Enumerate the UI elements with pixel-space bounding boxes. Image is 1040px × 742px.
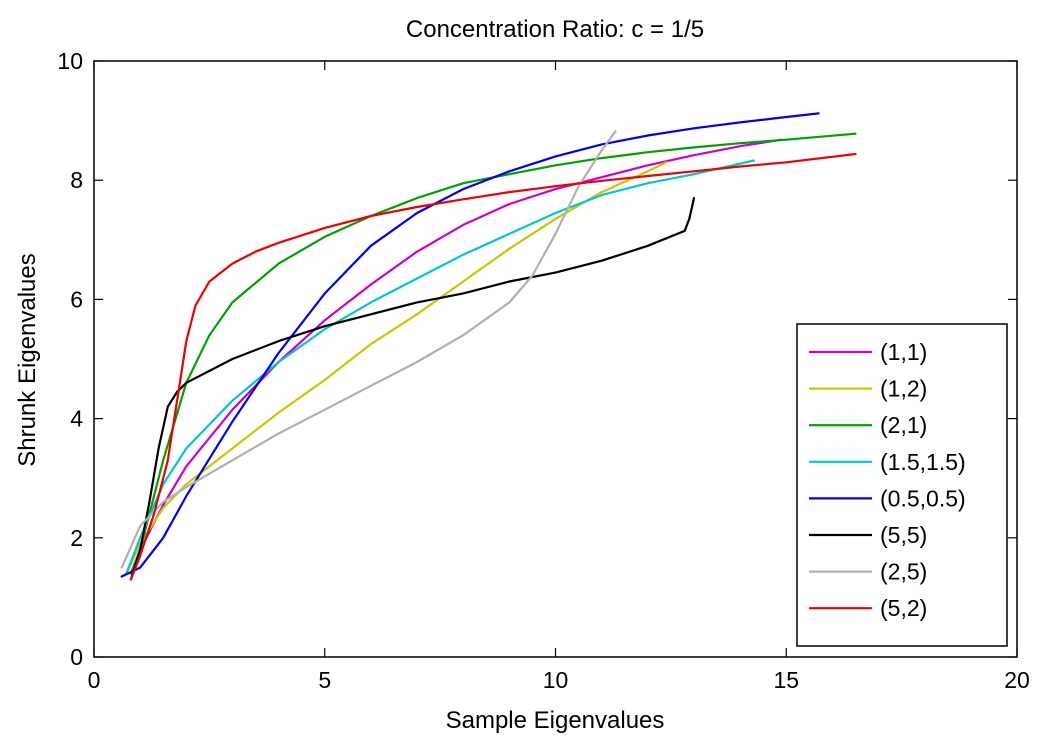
legend-label: (0.5,0.5) (880, 485, 966, 511)
legend-box (796, 323, 1008, 647)
series-line-6 (129, 197, 696, 581)
legend-label: (1,2) (880, 376, 927, 402)
x-tick-label: 5 (318, 667, 331, 693)
y-tick-label: 10 (57, 48, 83, 74)
series-line-1 (129, 138, 783, 575)
legend-label: (1.5,1.5) (880, 449, 966, 475)
y-tick-label: 8 (70, 167, 83, 193)
axes: 0 5 10 15 20 0 2 4 6 8 10 (57, 48, 1029, 693)
legend-label: (2,5) (880, 559, 927, 585)
series-line-4 (125, 159, 755, 575)
x-tick-label: 0 (88, 667, 101, 693)
series-line-5 (120, 112, 820, 578)
x-tick-label: 10 (543, 667, 569, 693)
legend-label: (1,1) (880, 339, 927, 365)
y-tick-label: 6 (70, 286, 83, 312)
series-line-8 (129, 152, 857, 581)
x-tick-label: 20 (1004, 667, 1030, 693)
series-lines (120, 112, 857, 581)
y-tick-label: 4 (70, 406, 83, 432)
legend-label: (5,5) (880, 522, 927, 548)
y-tick-label: 0 (70, 644, 83, 670)
legend-label: (5,2) (880, 595, 927, 621)
legend-label: (2,1) (880, 412, 927, 438)
x-axis-label: Sample Eigenvalues (446, 707, 665, 734)
y-tick-label: 2 (70, 525, 83, 551)
x-tick-label: 15 (773, 667, 799, 693)
series-line-7 (120, 130, 617, 569)
legend: (1,1) (1,2) (2,1) (1.5,1.5) (0.5,0.5) (5,5) (2… (796, 323, 1008, 647)
y-axis-label: Shrunk Eigenvalues (14, 253, 41, 466)
chart-title: Concentration Ratio: c = 1/5 (406, 16, 704, 43)
